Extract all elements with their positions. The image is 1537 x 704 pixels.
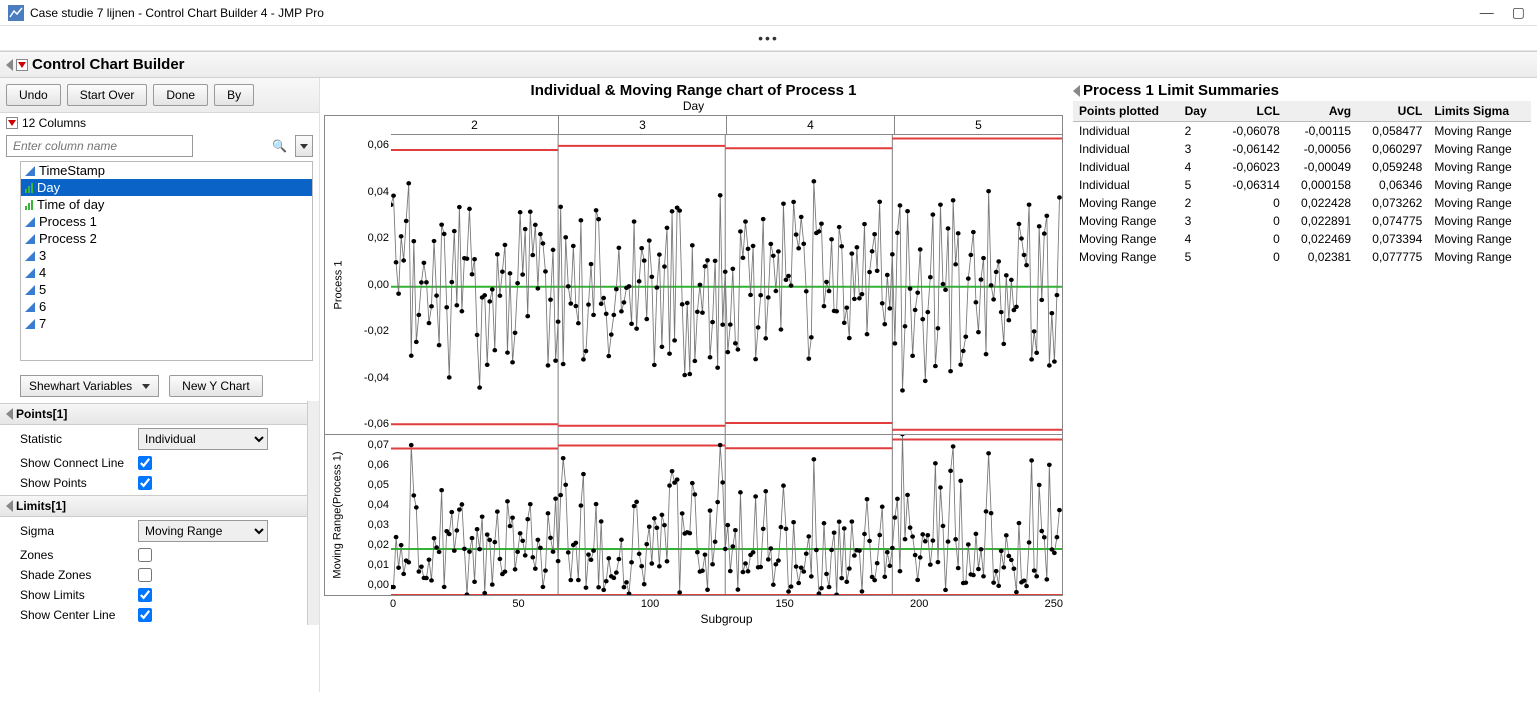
ordinal-icon: [25, 200, 33, 210]
chart-type-select[interactable]: Shewhart Variables: [20, 375, 159, 397]
table-row[interactable]: Individual4-0,06023-0,000490,059248Movin…: [1073, 158, 1531, 176]
disclosure-icon[interactable]: [6, 408, 13, 420]
show-limits-checkbox[interactable]: [138, 588, 152, 602]
chart-title: Individual & Moving Range chart of Proce…: [324, 82, 1063, 99]
show-center-checkbox[interactable]: [138, 608, 152, 622]
left-panel: Undo Start Over Done By 12 Columns 🔍 Tim…: [0, 78, 320, 692]
column-item[interactable]: 4: [21, 264, 312, 281]
maximize-button[interactable]: ▢: [1512, 4, 1525, 21]
columns-count: 12 Columns: [22, 116, 86, 130]
new-y-chart-button[interactable]: New Y Chart: [169, 375, 263, 397]
th-lcl: LCL: [1218, 101, 1286, 122]
summary-panel: Process 1 Limit Summaries Points plotted…: [1067, 78, 1537, 692]
th-points: Points plotted: [1073, 101, 1179, 122]
continuous-icon: [25, 319, 35, 329]
chart-phase-label: Day: [324, 99, 1063, 113]
x-ticks: 050100150200250: [390, 596, 1063, 612]
top-plot[interactable]: [391, 135, 1062, 434]
column-list[interactable]: TimeStampDayTime of dayProcess 1Process …: [20, 161, 313, 361]
continuous-icon: [25, 268, 35, 278]
th-ucl: UCL: [1357, 101, 1428, 122]
statistic-label: Statistic: [20, 432, 130, 446]
action-buttons: Undo Start Over Done By: [0, 78, 319, 113]
columns-redhot[interactable]: [6, 117, 18, 129]
continuous-icon: [25, 166, 35, 176]
show-connect-checkbox[interactable]: [138, 456, 152, 470]
outline-header: Control Chart Builder: [0, 51, 1537, 78]
x-label: Subgroup: [390, 612, 1063, 626]
statistic-select[interactable]: Individual: [138, 428, 268, 450]
undo-button[interactable]: Undo: [6, 84, 61, 106]
column-item[interactable]: 5: [21, 281, 312, 298]
column-item[interactable]: Process 2: [21, 230, 312, 247]
column-item[interactable]: Process 1: [21, 213, 312, 230]
phase-header: 5: [895, 116, 1062, 134]
app-icon: [8, 5, 24, 21]
top-ylabel: Process 1: [332, 260, 344, 309]
done-button[interactable]: Done: [153, 84, 208, 106]
top-yticks: 0,060,040,020,00-0,02-0,04-0,06: [351, 135, 391, 434]
phase-headers: 2345: [391, 116, 1062, 135]
show-connect-label: Show Connect Line: [20, 456, 130, 470]
disclosure-icon[interactable]: [1073, 85, 1080, 97]
bottom-plot[interactable]: [391, 435, 1062, 595]
column-item[interactable]: TimeStamp: [21, 162, 312, 179]
disclosure-icon[interactable]: [6, 59, 13, 71]
chart-area: Individual & Moving Range chart of Proce…: [320, 78, 1067, 692]
outline-title: Control Chart Builder: [32, 56, 185, 73]
continuous-icon: [25, 217, 35, 227]
window-title: Case studie 7 lijnen - Control Chart Bui…: [30, 6, 1480, 20]
th-avg: Avg: [1286, 101, 1357, 122]
table-row[interactable]: Moving Range400,0224690,073394Moving Ran…: [1073, 230, 1531, 248]
column-item[interactable]: Time of day: [21, 196, 312, 213]
limits-section-header[interactable]: Limits[1]: [0, 495, 307, 517]
by-button[interactable]: By: [214, 84, 254, 106]
bottom-ylabel: Moving Range(Process 1): [332, 451, 344, 578]
show-points-checkbox[interactable]: [138, 476, 152, 490]
summary-title: Process 1 Limit Summaries: [1083, 82, 1279, 99]
table-row[interactable]: Individual2-0,06078-0,001150,058477Movin…: [1073, 122, 1531, 141]
table-row[interactable]: Moving Range200,0224280,073262Moving Ran…: [1073, 194, 1531, 212]
phase-header: 2: [391, 116, 559, 134]
zones-label: Zones: [20, 548, 130, 562]
disclosure-icon[interactable]: [6, 500, 13, 512]
shade-zones-checkbox[interactable]: [138, 568, 152, 582]
table-row[interactable]: Individual5-0,063140,0001580,06346Moving…: [1073, 176, 1531, 194]
bottom-yticks: 0,070,060,050,040,030,020,010,00: [351, 435, 391, 595]
column-item[interactable]: Day: [21, 179, 312, 196]
shade-zones-label: Shade Zones: [20, 568, 130, 582]
column-item[interactable]: 3: [21, 247, 312, 264]
summary-table: Points plotted Day LCL Avg UCL Limits Si…: [1073, 101, 1531, 266]
search-options-button[interactable]: [295, 135, 313, 157]
continuous-icon: [25, 302, 35, 312]
table-row[interactable]: Moving Range300,0228910,074775Moving Ran…: [1073, 212, 1531, 230]
search-icon: 🔍: [272, 139, 287, 153]
show-limits-label: Show Limits: [20, 588, 130, 602]
column-item[interactable]: 6: [21, 298, 312, 315]
points-section-header[interactable]: Points[1]: [0, 403, 307, 425]
show-center-label: Show Center Line: [20, 608, 130, 622]
zones-checkbox[interactable]: [138, 548, 152, 562]
continuous-icon: [25, 251, 35, 261]
grab-handle[interactable]: •••: [0, 26, 1537, 51]
panel-scrollbar[interactable]: [307, 401, 319, 625]
ordinal-icon: [25, 183, 33, 193]
phase-header: 3: [559, 116, 727, 134]
th-day: Day: [1179, 101, 1218, 122]
sigma-select[interactable]: Moving Range: [138, 520, 268, 542]
table-row[interactable]: Individual3-0,06142-0,000560,060297Movin…: [1073, 140, 1531, 158]
continuous-icon: [25, 285, 35, 295]
sigma-label: Sigma: [20, 524, 130, 538]
minimize-button[interactable]: —: [1480, 4, 1494, 21]
titlebar: Case studie 7 lijnen - Control Chart Bui…: [0, 0, 1537, 26]
redhot-menu[interactable]: [16, 59, 28, 71]
phase-header: 4: [727, 116, 895, 134]
continuous-icon: [25, 234, 35, 244]
start-over-button[interactable]: Start Over: [67, 84, 148, 106]
table-row[interactable]: Moving Range500,023810,077775Moving Rang…: [1073, 248, 1531, 266]
column-search-input[interactable]: [6, 135, 193, 157]
column-item[interactable]: 7: [21, 315, 312, 332]
th-ls: Limits Sigma: [1428, 101, 1531, 122]
show-points-label: Show Points: [20, 476, 130, 490]
